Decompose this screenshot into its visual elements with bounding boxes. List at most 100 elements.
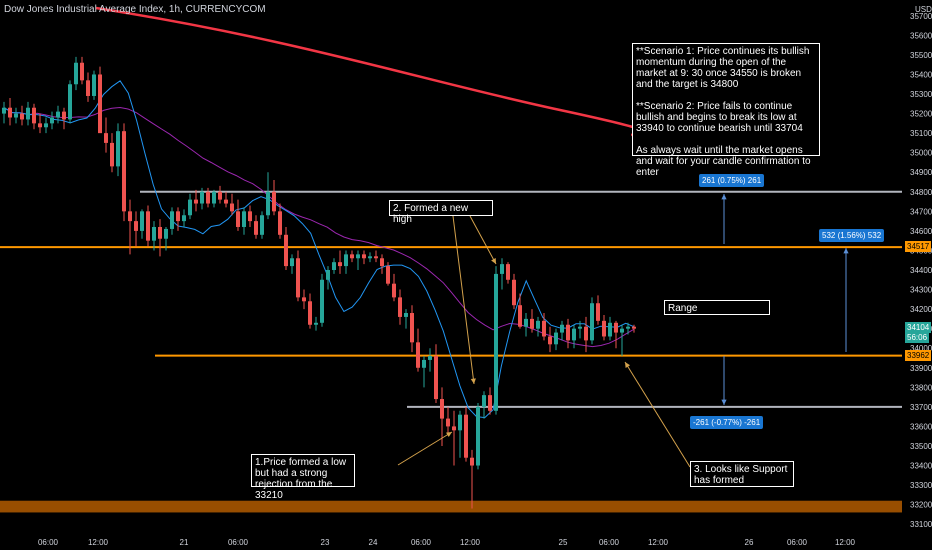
candle-body [572, 328, 576, 341]
candles [2, 56, 636, 509]
candle [104, 117, 108, 153]
candle [188, 193, 192, 220]
candle-body [188, 199, 192, 216]
low-rejection-note[interactable]: 1.Price formed a low but had a strong re… [251, 454, 355, 501]
x-tick-label: 24 [369, 538, 378, 547]
candle [338, 250, 342, 274]
candle [398, 289, 402, 325]
price-tag-lower: 33962 [905, 350, 932, 361]
candle [320, 273, 324, 327]
candle [242, 207, 246, 235]
arrow-formed-high-peak [469, 215, 497, 265]
candle-body [404, 313, 408, 317]
arrow-low-rejection [397, 431, 453, 466]
candle-body [194, 199, 198, 204]
candle [464, 406, 468, 462]
candle [296, 250, 300, 302]
candle [326, 266, 330, 290]
candle [542, 313, 546, 341]
x-tick-label: 23 [321, 538, 330, 547]
x-tick-label: 12:00 [460, 538, 481, 547]
candle [596, 295, 600, 325]
candle [404, 309, 408, 329]
candle-body [128, 211, 132, 222]
candle-body [344, 254, 348, 267]
candle [260, 211, 264, 239]
candle-body [68, 84, 72, 120]
candle [386, 262, 390, 286]
candle-body [86, 80, 90, 96]
candle [248, 205, 252, 227]
y-tick-label: 35200 [910, 110, 932, 119]
candle-body [494, 273, 498, 411]
candle [284, 226, 288, 270]
y-tick-label: 33300 [910, 481, 932, 490]
candle-body [104, 133, 108, 143]
candle [380, 254, 384, 274]
arrow-formed-high-low-head [470, 378, 476, 384]
candle-body [428, 356, 432, 360]
candle [164, 226, 168, 251]
price-axis[interactable]: 35700 35600 35500 35400 35300 35200 35100 35000… [910, 12, 932, 529]
candle-body [236, 211, 240, 227]
candle-body [44, 123, 48, 128]
scenario-note[interactable]: **Scenario 1: Price continues its bullis… [632, 43, 820, 178]
candle [488, 387, 492, 415]
arrow-support-head [625, 362, 631, 368]
candle-body [434, 356, 438, 400]
candle [62, 107, 66, 130]
y-tick-label: 33200 [910, 501, 932, 510]
x-tick-label: 12:00 [88, 538, 109, 547]
y-tick-label: 33900 [910, 364, 932, 373]
measure-down-small[interactable]: -261 (-0.77%) -261 [690, 416, 764, 429]
y-tick-label: 33600 [910, 422, 932, 431]
candle [554, 328, 558, 351]
candle-body [578, 326, 582, 329]
candle [632, 324, 636, 333]
candle [578, 320, 582, 339]
candle-body [32, 107, 36, 124]
y-tick-label: 34800 [910, 188, 932, 197]
candle-body [122, 131, 126, 212]
support-note[interactable]: 3. Looks like Support has formed [690, 461, 794, 487]
y-tick-label: 33100 [910, 520, 932, 529]
candle [590, 297, 594, 345]
candle-body [146, 211, 150, 241]
candle [470, 449, 474, 509]
ma-medium-line [3, 106, 635, 348]
candle [536, 316, 540, 337]
support-zone-rect [0, 500, 902, 513]
candle-body [488, 395, 492, 411]
candle [8, 97, 12, 126]
candle-body [566, 324, 570, 341]
candle [362, 250, 366, 265]
x-tick-label: 12:00 [648, 538, 669, 547]
y-tick-label: 35100 [910, 129, 932, 138]
candle [122, 123, 126, 222]
candle [344, 250, 348, 274]
candle-body [386, 266, 390, 284]
measure-up-large[interactable]: 532 (1.56%) 532 [819, 229, 885, 242]
time-axis[interactable]: 06:00 12:00 21 06:00 23 24 06:00 12:00 25 06:00 12… [38, 538, 856, 547]
candle [290, 254, 294, 274]
candle-body [314, 322, 318, 325]
candle [140, 209, 144, 239]
measure-up-small[interactable]: 261 (0.75%) 261 [699, 174, 765, 187]
x-tick-label: 06:00 [787, 538, 808, 547]
range-note[interactable]: Range [664, 300, 770, 315]
formed-high-note[interactable]: 2. Formed a new high [389, 200, 493, 225]
candle-body [554, 332, 558, 345]
candle [20, 105, 24, 126]
candle-body [464, 414, 468, 458]
candle-body [224, 199, 228, 204]
y-tick-label: 34000 [910, 344, 932, 353]
candle [152, 221, 156, 251]
candle [446, 406, 450, 435]
candle-body [560, 324, 564, 333]
candle-body [38, 123, 42, 128]
candle-body [518, 305, 522, 327]
candle [518, 293, 522, 329]
candle-body [506, 264, 510, 280]
candle-body [290, 258, 294, 267]
measure-arrow-up-large-head [843, 248, 849, 254]
